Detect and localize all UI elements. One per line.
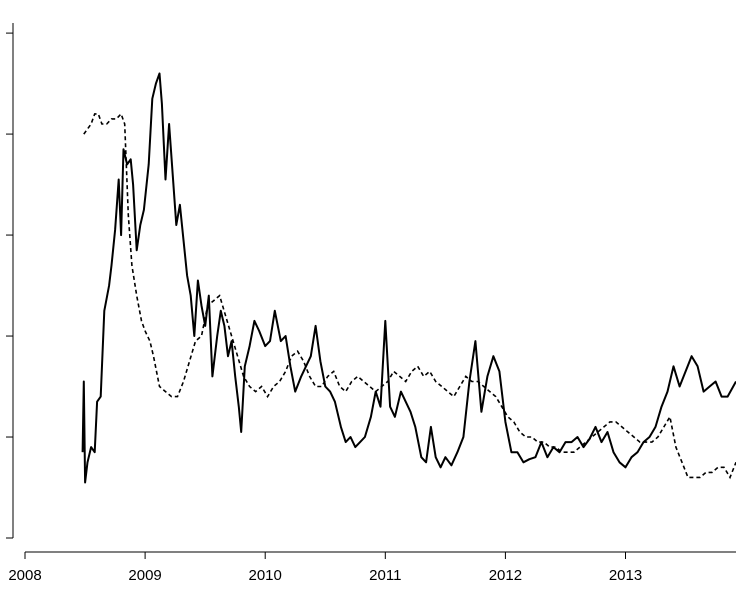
x-tick-label-2010: 2010 <box>249 567 282 584</box>
x-tick-label-2009: 2009 <box>128 567 161 584</box>
x-tick-label-2011: 2011 <box>369 567 401 584</box>
x-tick-label-2012: 2012 <box>489 567 522 584</box>
series-line-dashed <box>83 112 736 480</box>
axes <box>12 23 736 553</box>
x-ticks: 2008 2009 2010 2011 2012 2013 <box>8 552 642 584</box>
x-tick-label-2013: 2013 <box>609 567 642 584</box>
plot-area <box>81 72 736 484</box>
series-line-solid <box>81 72 736 484</box>
x-tick-label-2008: 2008 <box>8 567 41 584</box>
y-ticks <box>6 32 13 539</box>
